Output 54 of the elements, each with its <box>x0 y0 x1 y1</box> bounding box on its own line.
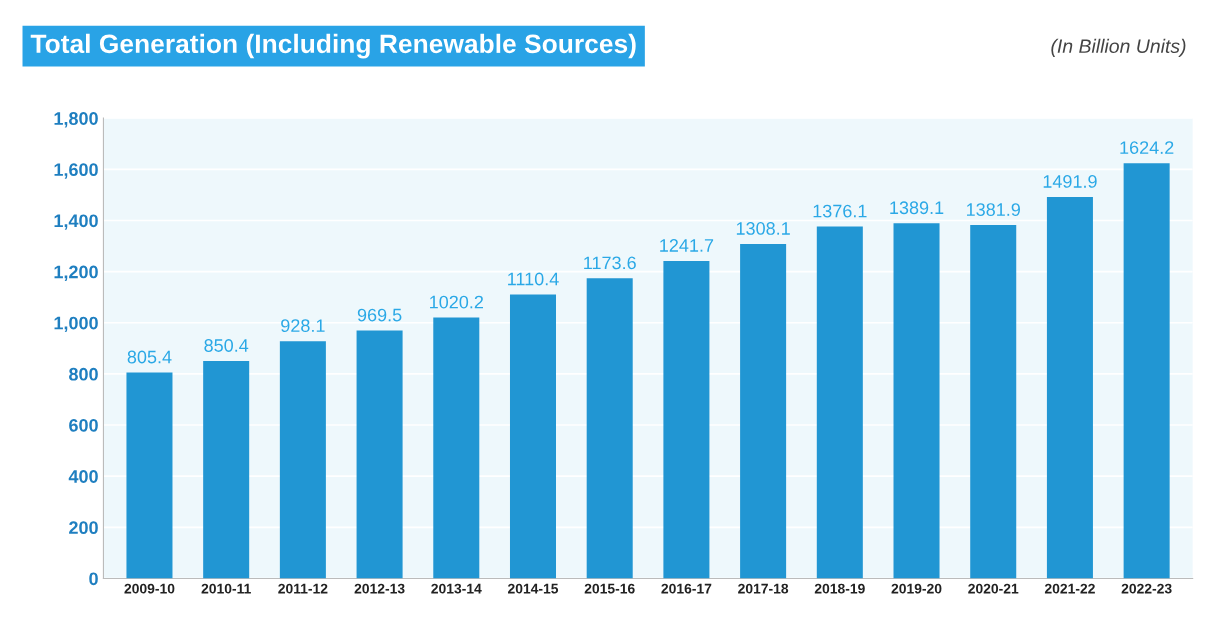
x-tick-label: 2020-21 <box>968 583 1019 594</box>
data-label: 1389.1 <box>890 201 944 215</box>
bar <box>893 223 940 579</box>
data-label: 1241.7 <box>660 239 714 252</box>
chart-title: Total Generation (Including Renewable Sources) <box>30 33 636 59</box>
bar <box>740 243 787 579</box>
x-tick-label: 2018-19 <box>814 583 865 594</box>
bar <box>356 330 403 579</box>
bar <box>509 294 557 579</box>
data-label: 850.4 <box>204 339 249 352</box>
bar <box>1046 196 1093 579</box>
data-label: 1173.6 <box>584 256 636 270</box>
bar <box>126 372 173 579</box>
data-label: 1376.1 <box>813 204 867 218</box>
x-tick-label: 2009-10 <box>124 583 175 594</box>
bar <box>663 260 710 579</box>
data-label: 969.5 <box>357 308 402 322</box>
bar <box>816 226 863 579</box>
data-label: 1020.2 <box>430 295 483 309</box>
y-tick-label: 400 <box>68 470 98 483</box>
data-label: 1624.2 <box>1120 141 1174 155</box>
bar <box>1123 163 1170 579</box>
x-tick-label: 2016-17 <box>661 583 712 594</box>
y-tick-label: 0 <box>89 572 98 586</box>
data-label: 1381.9 <box>966 203 1020 216</box>
x-tick-label: 2019-20 <box>891 583 942 594</box>
text: (In Billion Units) <box>1051 38 1186 57</box>
data-label: 1491.9 <box>1043 175 1097 188</box>
data-label: 805.4 <box>127 350 172 364</box>
bar <box>433 317 480 579</box>
y-tick-label: 1,000 <box>54 316 98 333</box>
y-tick-label: 600 <box>69 418 98 432</box>
x-tick-label: 2017-18 <box>738 583 789 594</box>
y-tick-label: 800 <box>69 367 98 381</box>
x-tick-label: 2015-16 <box>584 583 635 594</box>
x-tick-label: 2022-23 <box>1121 583 1172 594</box>
y-tick-label: 1,200 <box>54 265 98 281</box>
x-tick-label: 2012-13 <box>354 583 405 594</box>
y-tick-label: 200 <box>69 521 98 535</box>
y-tick-label: 1,400 <box>54 214 98 230</box>
x-tick-label: 2013-14 <box>431 583 482 594</box>
y-tick-label: 1,600 <box>54 163 98 179</box>
data-label: 928.1 <box>281 319 325 333</box>
x-tick-label: 2010-11 <box>201 583 251 594</box>
bar <box>203 361 250 579</box>
bar <box>586 278 633 579</box>
data-label: 1308.1 <box>736 222 790 235</box>
bar <box>970 225 1017 579</box>
data-label: 1110.4 <box>508 272 559 286</box>
x-tick-label: 2014-15 <box>507 583 559 594</box>
x-tick-label: 2021-22 <box>1044 583 1095 594</box>
bar <box>279 341 326 579</box>
x-tick-label: 2011-12 <box>278 583 328 594</box>
y-tick-label: 1,800 <box>54 112 98 128</box>
